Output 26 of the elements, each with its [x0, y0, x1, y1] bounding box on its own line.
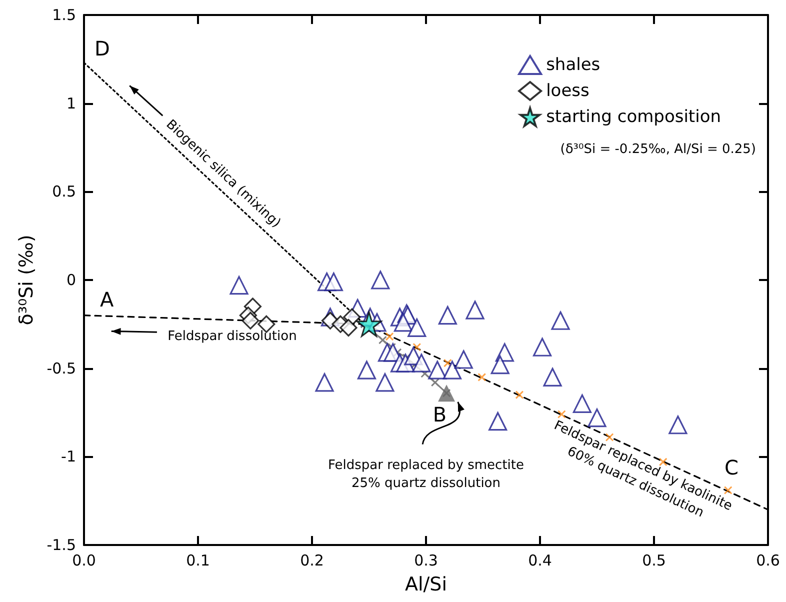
x-tick-label: 0.0: [72, 552, 96, 570]
y-tick-label: 1.5: [52, 6, 76, 24]
x-tick-label: 0.1: [186, 552, 210, 570]
annotation: Feldspar replaced by smectite 25% quartz dissolution: [328, 458, 524, 491]
y-axis-title: δ³⁰Si (‰): [15, 234, 38, 326]
x-tick-label: 0.5: [642, 552, 666, 570]
y-tick-label: -1.5: [46, 536, 76, 554]
x-axis-title: Al/Si: [404, 574, 448, 596]
annotation: C: [724, 455, 739, 480]
annotation: (δ³⁰Si = -0.25‰, Al/Si = 0.25): [560, 142, 756, 157]
legend-label: shales: [546, 55, 600, 75]
annotation: Feldspar dissolution: [168, 329, 297, 344]
y-tick-label: -0.5: [46, 359, 76, 378]
legend-label: starting composition: [546, 107, 722, 127]
legend-label: loess: [546, 81, 590, 101]
y-tick-label: 1: [66, 94, 76, 112]
y-tick-label: 0: [66, 271, 76, 289]
x-tick-label: 0.4: [528, 552, 552, 570]
y-tick-label: -1: [61, 448, 76, 466]
annotation: B: [432, 402, 447, 426]
annotation: D: [94, 36, 110, 61]
x-tick-label: 0.6: [756, 552, 780, 570]
annotation: A: [100, 287, 114, 312]
y-tick-label: 0.5: [52, 182, 76, 201]
x-tick-label: 0.2: [300, 552, 324, 570]
x-tick-label: 0.3: [414, 552, 438, 570]
